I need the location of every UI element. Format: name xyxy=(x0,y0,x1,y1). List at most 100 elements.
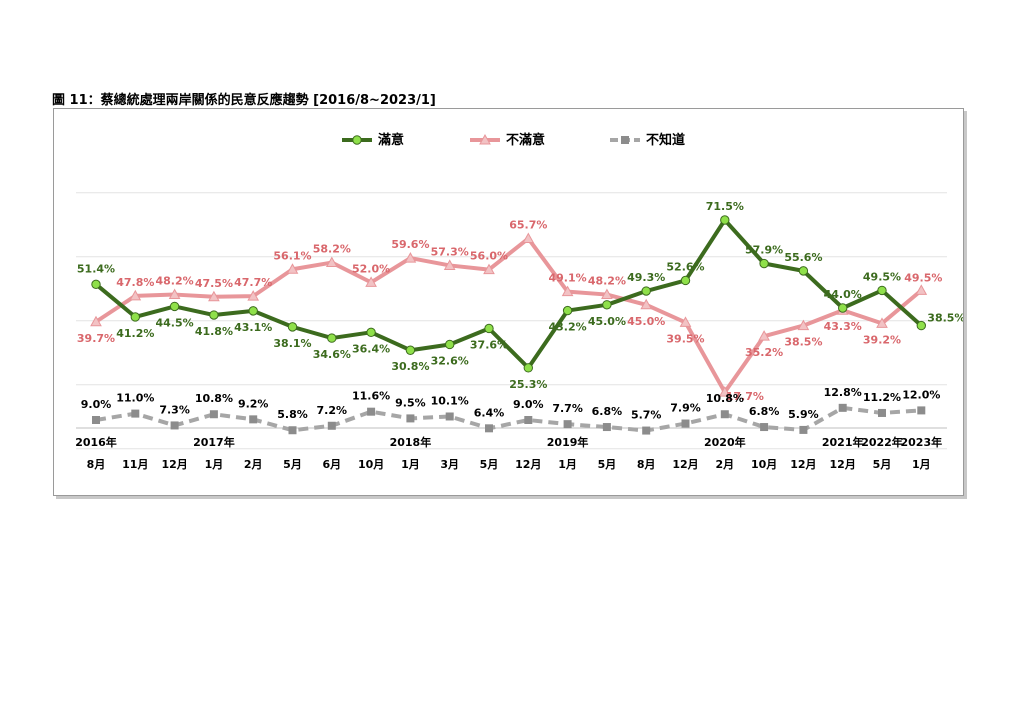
data-label-satisfied-10: 37.6% xyxy=(470,338,508,351)
data-point-dissatisfied-21 xyxy=(915,284,928,295)
data-point-satisfied-16 xyxy=(720,215,730,225)
data-label-dissatisfied-8: 59.6% xyxy=(391,238,429,251)
data-point-satisfied-14 xyxy=(641,286,651,296)
data-label-unknown-16: 10.8% xyxy=(706,392,744,405)
data-label-dissatisfied-17: 35.2% xyxy=(745,346,783,359)
data-label-satisfied-21: 38.5% xyxy=(927,312,963,325)
data-point-unknown-20 xyxy=(878,408,886,417)
data-label-dissatisfied-1: 47.8% xyxy=(116,276,154,289)
data-point-unknown-16 xyxy=(720,410,729,419)
data-point-unknown-17 xyxy=(760,423,769,432)
data-label-satisfied-3: 41.8% xyxy=(195,325,233,338)
x-month-label-10: 5月 xyxy=(480,458,499,471)
data-label-unknown-8: 9.5% xyxy=(395,396,426,409)
data-point-satisfied-2 xyxy=(169,301,180,312)
data-label-unknown-12: 7.7% xyxy=(552,402,583,415)
data-label-dissatisfied-5: 56.1% xyxy=(273,249,311,262)
data-label-satisfied-18: 55.6% xyxy=(784,251,822,264)
data-point-satisfied-7 xyxy=(366,327,376,338)
legend-item-dissatisfied: 不滿意 xyxy=(470,132,545,148)
data-label-satisfied-14: 49.3% xyxy=(627,271,665,284)
x-month-label-6: 6月 xyxy=(322,458,341,471)
data-label-dissatisfied-3: 47.5% xyxy=(195,277,233,290)
x-month-label-11: 12月 xyxy=(515,458,541,471)
data-point-satisfied-8 xyxy=(405,345,416,355)
legend: 滿意 不滿意 不知道 xyxy=(342,132,685,148)
legend-label-unknown: 不知道 xyxy=(646,132,685,148)
data-label-dissatisfied-13: 48.2% xyxy=(588,275,626,288)
data-label-dissatisfied-0: 39.7% xyxy=(77,332,115,345)
data-label-dissatisfied-7: 52.0% xyxy=(352,262,390,275)
data-point-satisfied-12 xyxy=(562,305,573,316)
data-label-dissatisfied-16: 17.7% xyxy=(726,390,764,403)
data-point-dissatisfied-3 xyxy=(208,290,220,302)
legend-item-unknown: 不知道 xyxy=(610,132,685,148)
data-label-dissatisfied-4: 47.7% xyxy=(234,276,272,289)
data-label-satisfied-4: 43.1% xyxy=(234,321,272,334)
x-year-label-12: 2019年 xyxy=(547,435,589,449)
data-label-unknown-11: 9.0% xyxy=(513,398,544,411)
x-year-label-8: 2018年 xyxy=(390,435,432,449)
x-month-label-20: 5月 xyxy=(873,458,892,471)
data-point-dissatisfied-2 xyxy=(168,288,181,300)
x-year-label-3: 2017年 xyxy=(193,435,235,449)
data-point-satisfied-20 xyxy=(877,285,887,296)
data-point-unknown-4 xyxy=(249,415,258,424)
legend-label-dissatisfied: 不滿意 xyxy=(506,132,545,148)
data-point-dissatisfied-1 xyxy=(129,289,142,301)
data-point-dissatisfied-12 xyxy=(561,285,574,297)
legend-marker-satisfied xyxy=(352,135,362,145)
data-point-satisfied-11 xyxy=(523,363,533,373)
x-month-label-12: 1月 xyxy=(558,458,577,471)
data-point-unknown-1 xyxy=(131,409,140,418)
data-point-unknown-7 xyxy=(367,407,376,416)
data-label-dissatisfied-14: 45.0% xyxy=(627,315,665,328)
x-month-label-0: 8月 xyxy=(87,458,106,471)
data-point-satisfied-3 xyxy=(209,310,219,320)
legend-item-satisfied: 滿意 xyxy=(342,132,404,148)
data-point-satisfied-5 xyxy=(287,322,298,332)
data-label-satisfied-6: 34.6% xyxy=(313,348,351,361)
data-point-satisfied-4 xyxy=(248,306,258,316)
data-label-dissatisfied-10: 56.0% xyxy=(470,250,508,263)
data-label-satisfied-16: 71.5% xyxy=(706,200,744,213)
data-label-unknown-10: 6.4% xyxy=(474,406,505,419)
x-month-label-21: 1月 xyxy=(912,458,931,471)
data-point-satisfied-1 xyxy=(130,312,141,322)
data-label-unknown-4: 9.2% xyxy=(238,397,269,410)
data-point-dissatisfied-8 xyxy=(404,252,417,263)
data-point-unknown-8 xyxy=(406,414,415,423)
x-month-label-1: 11月 xyxy=(122,458,148,471)
data-label-unknown-19: 12.8% xyxy=(824,386,862,399)
data-label-unknown-3: 10.8% xyxy=(195,392,233,405)
data-label-satisfied-19: 44.0% xyxy=(824,288,862,301)
data-label-satisfied-1: 41.2% xyxy=(116,327,154,340)
x-month-label-9: 3月 xyxy=(440,458,459,471)
data-point-unknown-2 xyxy=(170,421,179,430)
series-line-dissatisfied xyxy=(94,236,923,395)
x-month-label-2: 12月 xyxy=(161,458,187,471)
data-point-dissatisfied-18 xyxy=(797,319,810,331)
data-label-unknown-13: 6.8% xyxy=(592,405,623,418)
data-label-unknown-6: 7.2% xyxy=(317,404,348,417)
data-label-satisfied-13: 45.0% xyxy=(588,315,626,328)
data-label-satisfied-9: 32.6% xyxy=(431,354,469,367)
data-label-satisfied-5: 38.1% xyxy=(273,337,311,350)
data-point-dissatisfied-13 xyxy=(601,288,613,300)
series-lines xyxy=(94,218,923,433)
data-point-dissatisfied-9 xyxy=(443,259,456,270)
data-point-dissatisfied-16 xyxy=(718,386,731,397)
data-label-unknown-5: 5.8% xyxy=(277,408,308,421)
x-month-label-7: 10月 xyxy=(358,458,384,471)
data-label-unknown-20: 11.2% xyxy=(863,391,901,404)
data-point-dissatisfied-4 xyxy=(247,290,260,301)
x-year-label-16: 2020年 xyxy=(704,435,746,449)
chart-frame: 滿意 不滿意 不知道 51.4% 39.7% 9.0% 41.2% 47.8% 11.0% 44… xyxy=(53,108,964,496)
data-label-dissatisfied-21: 49.5% xyxy=(904,271,942,284)
x-month-label-4: 2月 xyxy=(244,458,263,471)
x-year-label-21: 2023年 xyxy=(900,435,942,449)
data-point-unknown-19 xyxy=(838,403,847,412)
legend-marker-dissatisfied xyxy=(479,133,491,145)
x-month-label-5: 5月 xyxy=(283,458,302,471)
data-label-unknown-17: 6.8% xyxy=(749,405,780,418)
